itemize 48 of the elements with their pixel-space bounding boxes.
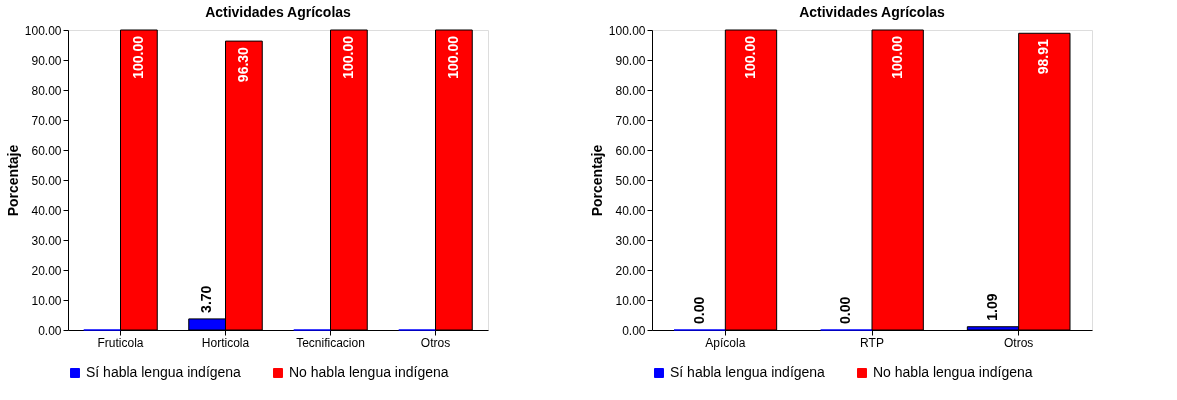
- x-tick-label: Otros: [1003, 335, 1034, 350]
- data-label: 100.00: [888, 35, 905, 79]
- legend-label: No habla lengua indígena: [289, 364, 449, 380]
- y-tick-label: 30.00: [615, 233, 646, 248]
- x-tick-label: RTP: [860, 335, 884, 350]
- y-tick-label: 100.00: [608, 23, 646, 38]
- x-tick-label: Otros: [420, 335, 451, 350]
- y-tick-label: 90.00: [615, 53, 646, 68]
- chart-title: Actividades Agrícolas: [205, 4, 352, 20]
- data-label: 100.00: [742, 35, 758, 79]
- x-tick-label: Tecnificacion: [296, 335, 365, 350]
- data-label: 98.91: [1035, 39, 1052, 75]
- data-label: 96.30: [234, 46, 251, 83]
- y-axis-title: Porcentaje: [4, 144, 21, 217]
- y-tick-label: 40.00: [615, 203, 646, 218]
- legend-label: No habla lengua indígena: [873, 364, 1033, 380]
- data-label: 3.70: [198, 285, 215, 313]
- y-tick-label: 0.00: [38, 323, 62, 338]
- y-tick-label: 70.00: [615, 113, 646, 128]
- x-tick-label: Fruticola: [97, 335, 144, 350]
- y-tick-label: 20.00: [615, 263, 646, 278]
- data-label: 100.00: [129, 35, 146, 79]
- y-tick-label: 50.00: [31, 173, 62, 188]
- y-tick-label: 80.00: [31, 83, 62, 98]
- y-tick-label: 60.00: [615, 143, 646, 158]
- y-tick-label: 80.00: [615, 83, 646, 98]
- y-tick-label: 10.00: [31, 293, 62, 308]
- y-tick-label: 10.00: [615, 293, 646, 308]
- y-tick-label: 70.00: [31, 113, 62, 128]
- x-tick-label: Horticola: [201, 335, 250, 350]
- y-tick-label: 50.00: [615, 173, 646, 188]
- legend-label: Sí habla lengua indígena: [86, 364, 242, 380]
- data-label: 100.00: [444, 35, 461, 79]
- data-label: 100.00: [339, 35, 356, 79]
- data-label: 0.00: [837, 296, 854, 324]
- y-axis-title: Porcentaje: [588, 144, 605, 217]
- data-label: 1.09: [984, 293, 1000, 321]
- x-tick-label: Apícola: [705, 335, 746, 350]
- y-tick-label: 20.00: [31, 263, 62, 278]
- y-tick-label: 100.00: [24, 23, 62, 38]
- y-tick-label: 60.00: [31, 143, 62, 158]
- data-label: 0.00: [690, 296, 707, 324]
- y-tick-label: 90.00: [31, 53, 62, 68]
- chart-title: Actividades Agrícolas: [799, 4, 946, 20]
- y-tick-label: 40.00: [31, 203, 62, 218]
- y-tick-label: 0.00: [622, 323, 646, 338]
- y-tick-label: 30.00: [31, 233, 62, 248]
- legend-label: Sí habla lengua indígena: [670, 364, 826, 380]
